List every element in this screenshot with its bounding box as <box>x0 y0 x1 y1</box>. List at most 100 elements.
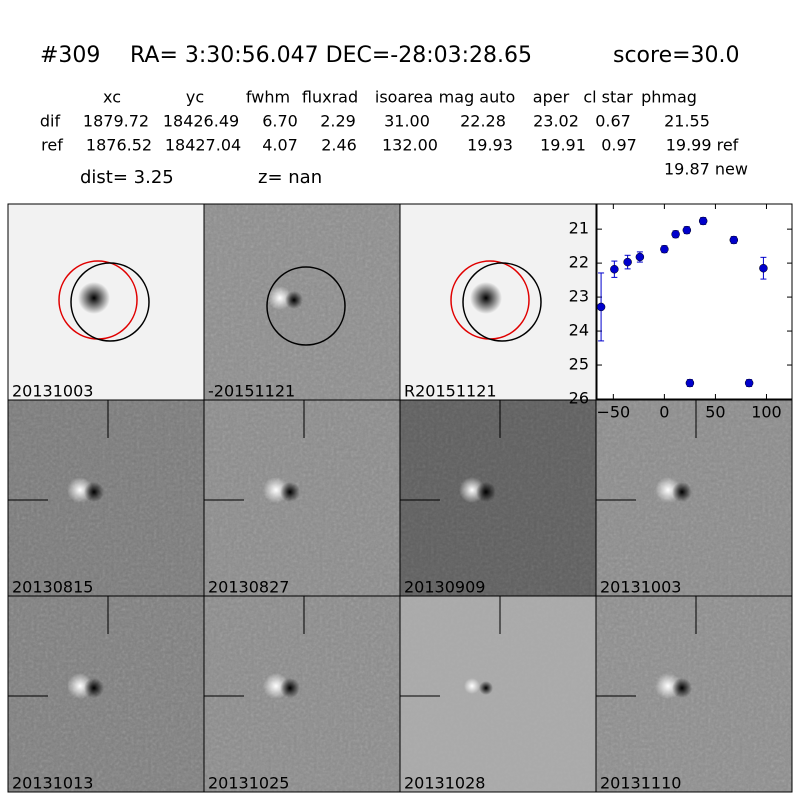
column-header: cl star <box>583 88 633 107</box>
blob-dark <box>84 678 104 698</box>
table-cell: 0.97 <box>601 136 637 155</box>
panel-noise <box>8 400 204 596</box>
image-panel: 20131025 <box>203 595 401 793</box>
column-header: yc <box>186 88 204 107</box>
data-point <box>759 263 768 273</box>
blob-light <box>464 678 480 694</box>
blob-dark <box>479 681 493 695</box>
blob-dark <box>285 291 303 309</box>
image-panel: 20131003 <box>595 399 793 597</box>
plot-area <box>596 203 793 400</box>
data-point <box>623 257 632 267</box>
redshift: z= nan <box>258 167 322 188</box>
panel-border <box>595 595 793 793</box>
panel-label: 20131110 <box>600 774 681 793</box>
table-cell: 132.00 <box>382 136 438 155</box>
data-point <box>729 235 739 245</box>
panel-label: 20131003 <box>600 578 681 597</box>
table-cell: 4.07 <box>262 136 298 155</box>
y-tick-label: 23 <box>569 287 589 306</box>
panel-label: -20151121 <box>208 382 295 401</box>
image-panel: R20151121 <box>399 203 597 401</box>
column-header: fluxrad <box>302 88 358 107</box>
panel-label: 20131003 <box>12 382 93 401</box>
table-cell: 19.93 <box>467 136 513 155</box>
table-cell: 0.67 <box>595 112 631 131</box>
table-cell: dif <box>40 112 61 131</box>
panel-label: 20130827 <box>208 578 289 597</box>
phmag-new: 19.87 new <box>664 160 748 179</box>
table-cell: 23.02 <box>533 112 579 131</box>
blob-dark <box>280 482 300 502</box>
panel-noise <box>596 400 792 596</box>
table-cell: 18426.49 <box>163 112 239 131</box>
panel-label: 20130909 <box>404 578 485 597</box>
y-tick-label: 24 <box>569 321 589 340</box>
image-panel: 20130827 <box>203 399 401 597</box>
table-cell: 19.91 <box>540 136 586 155</box>
x-tick-label: 100 <box>751 403 782 422</box>
column-header: xc <box>103 88 121 107</box>
table-cell: 22.28 <box>460 112 506 131</box>
column-header: isoarea <box>375 88 433 107</box>
image-panel: 20131013 <box>7 595 205 793</box>
data-point <box>660 244 669 254</box>
panel-label: R20151121 <box>404 382 497 401</box>
table-cell: 21.55 <box>664 112 710 131</box>
panel-label: 20131025 <box>208 774 289 793</box>
table-cell: 1879.72 <box>83 112 149 131</box>
data-point <box>698 216 708 226</box>
blob-dark <box>476 482 496 502</box>
image-panel: 20130909 <box>399 399 597 597</box>
title-coords: RA= 3:30:56.047 DEC=-28:03:28.65 <box>130 43 532 68</box>
title-score: score=30.0 <box>613 43 740 68</box>
table-cell: 1876.52 <box>86 136 152 155</box>
panel-label: 20131028 <box>404 774 485 793</box>
column-header: fwhm <box>246 88 290 107</box>
y-tick-label: 21 <box>569 219 589 238</box>
data-point <box>744 378 754 388</box>
panel-label: 20130815 <box>12 578 93 597</box>
table-cell: 2.46 <box>321 136 357 155</box>
panel-label: 20131013 <box>12 774 93 793</box>
image-panel: 20131028 <box>399 595 597 793</box>
panel-noise <box>596 596 792 792</box>
panel-noise <box>204 596 400 792</box>
blob-dark <box>84 482 104 502</box>
x-tick-label: 50 <box>705 403 725 422</box>
image-panel: 20131110 <box>595 595 793 793</box>
y-tick-label: 26 <box>569 389 589 408</box>
image-panel: 20130815 <box>7 399 205 597</box>
new-circle <box>266 266 346 346</box>
source-blob <box>78 282 110 314</box>
image-panel: 20131003 <box>7 203 205 401</box>
blob-dark <box>672 482 692 502</box>
panel-noise <box>400 400 596 596</box>
x-tick-label: 0 <box>659 403 669 422</box>
table-cell: 31.00 <box>384 112 430 131</box>
blob-dark <box>672 678 692 698</box>
data-point <box>671 229 680 239</box>
dist: dist= 3.25 <box>80 167 174 188</box>
image-panel: -20151121 <box>203 203 401 401</box>
data-point <box>682 225 692 235</box>
x-tick-label: −50 <box>596 403 630 422</box>
table-cell: 19.99 ref <box>666 136 739 155</box>
title-id: #309 <box>40 43 100 68</box>
table-cell: 18427.04 <box>165 136 241 155</box>
column-header: mag auto <box>439 88 516 107</box>
table-cell: 2.29 <box>320 112 356 131</box>
panel-noise <box>204 400 400 596</box>
panel-noise <box>8 596 204 792</box>
table-cell: ref <box>41 136 63 155</box>
data-point <box>635 252 645 262</box>
y-tick-label: 22 <box>569 253 589 272</box>
new-circle <box>70 262 150 342</box>
source-blob <box>470 282 502 314</box>
column-header: phmag <box>641 88 697 107</box>
y-tick-label: 25 <box>569 355 589 374</box>
blob-dark <box>280 678 300 698</box>
panel-noise <box>400 596 596 792</box>
data-point <box>610 264 619 274</box>
